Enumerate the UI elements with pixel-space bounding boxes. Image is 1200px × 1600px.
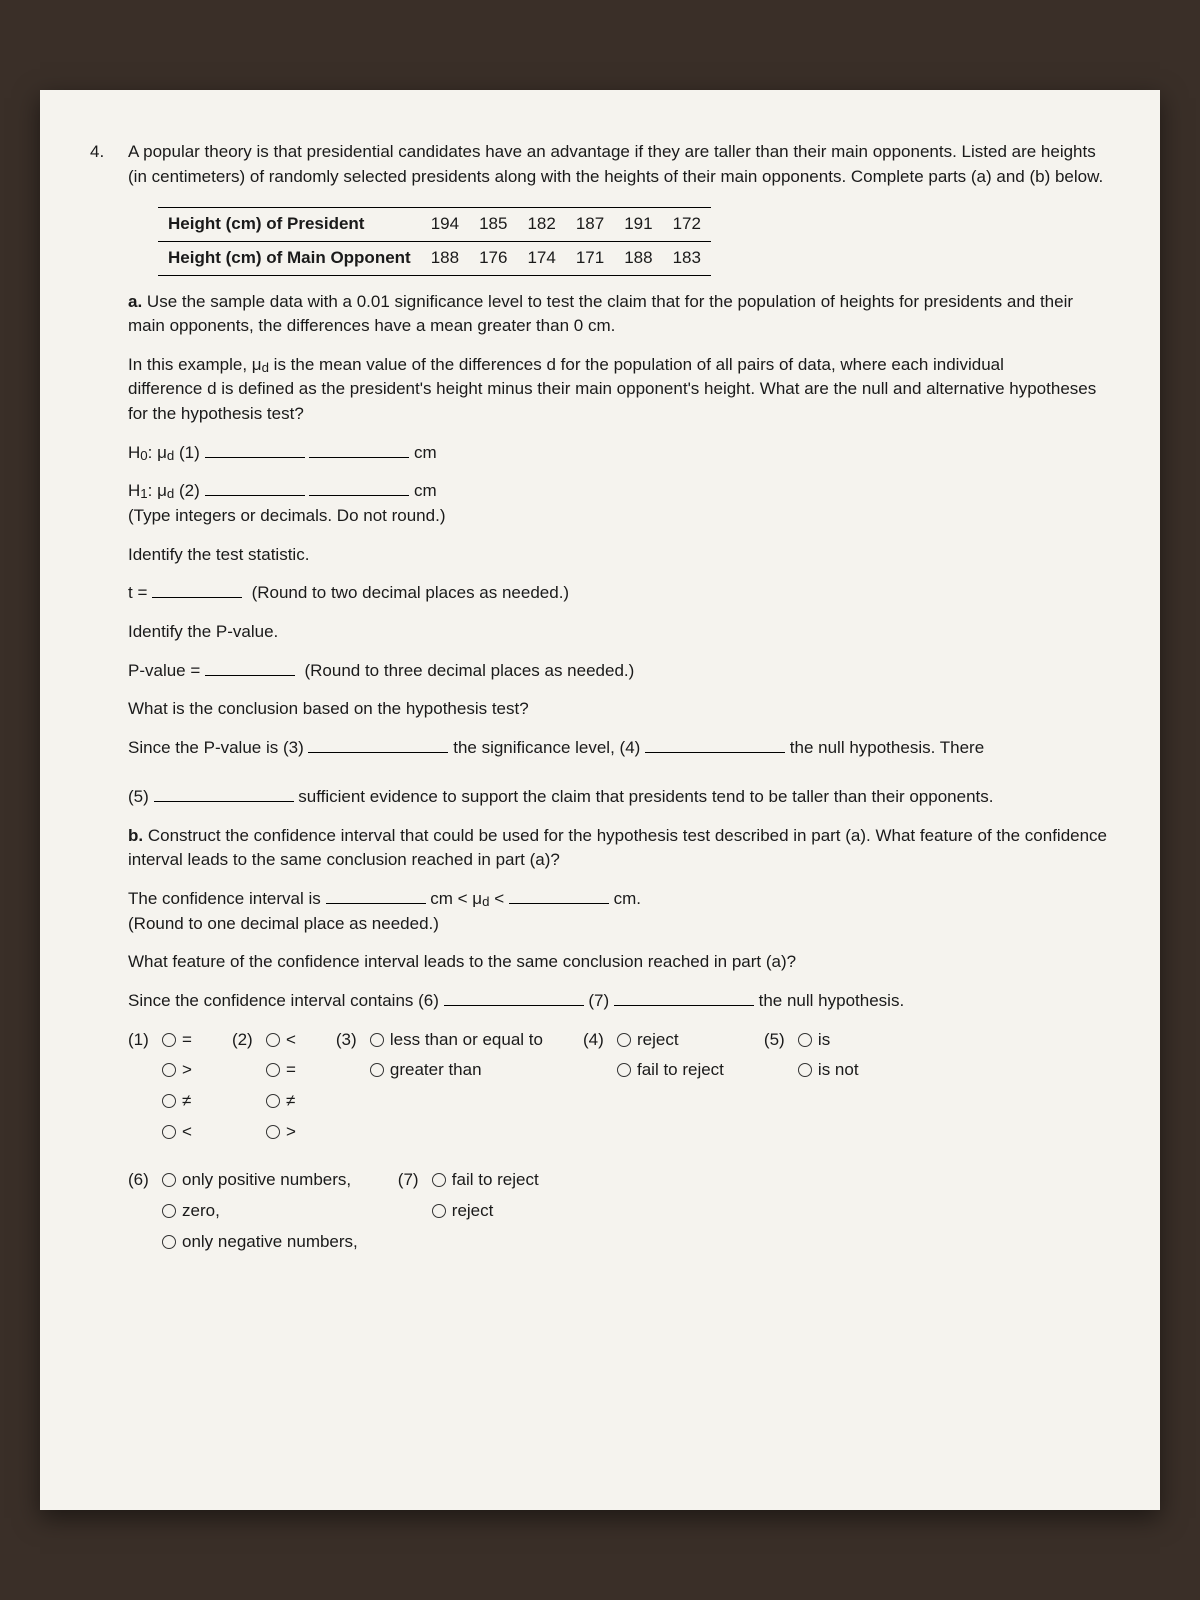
row2-label: Height (cm) of Main Opponent — [158, 241, 421, 275]
ci-line: The confidence interval is cm < μd < cm.… — [128, 887, 1110, 936]
blank-p[interactable] — [205, 659, 295, 676]
opt-group-2: (2)< = ≠ > — [232, 1028, 296, 1145]
radio-icon[interactable] — [798, 1063, 812, 1077]
opt-group-6: (6)only positive numbers, zero, only neg… — [128, 1168, 358, 1254]
blank-7[interactable] — [614, 989, 754, 1006]
option-row-1: (1)= > ≠ < (2)< = ≠ > (3)less than or eq… — [128, 1028, 1110, 1145]
radio-icon[interactable] — [370, 1063, 384, 1077]
radio-icon[interactable] — [162, 1033, 176, 1047]
opt-group-1: (1)= > ≠ < — [128, 1028, 192, 1145]
radio-icon[interactable] — [162, 1173, 176, 1187]
radio-icon[interactable] — [162, 1063, 176, 1077]
radio-icon[interactable] — [162, 1125, 176, 1139]
blank-3[interactable] — [308, 736, 448, 753]
question-number: 4. — [90, 140, 116, 1254]
radio-icon[interactable] — [266, 1125, 280, 1139]
feature-q: What feature of the confidence interval … — [128, 950, 1110, 975]
blank-h1-val[interactable] — [309, 479, 409, 496]
blank-h0-op[interactable] — [205, 441, 305, 458]
identify-stat: Identify the test statistic. — [128, 543, 1110, 568]
radio-icon[interactable] — [162, 1235, 176, 1249]
blank-t[interactable] — [152, 581, 242, 598]
radio-icon[interactable] — [266, 1033, 280, 1047]
opt-group-3: (3)less than or equal to greater than — [336, 1028, 543, 1083]
row1-label: Height (cm) of President — [158, 208, 421, 242]
blank-ci-high[interactable] — [509, 887, 609, 904]
radio-icon[interactable] — [798, 1033, 812, 1047]
radio-icon[interactable] — [432, 1204, 446, 1218]
worksheet-page: 4. A popular theory is that presidential… — [40, 90, 1160, 1510]
blank-4[interactable] — [645, 736, 785, 753]
radio-icon[interactable] — [162, 1204, 176, 1218]
conclusion-sentence: Since the P-value is (3) the significanc… — [128, 736, 1110, 810]
opt-group-5: (5)is is not — [764, 1028, 859, 1083]
blank-h1-op[interactable] — [205, 479, 305, 496]
h0-line: H0: μd (1) cm — [128, 441, 1110, 466]
opt-group-4: (4)reject fail to reject — [583, 1028, 724, 1083]
p-line: P-value = (Round to three decimal places… — [128, 659, 1110, 684]
conclusion-q: What is the conclusion based on the hypo… — [128, 697, 1110, 722]
part-b-prompt: b. Construct the confidence interval tha… — [128, 824, 1110, 873]
identify-p: Identify the P-value. — [128, 620, 1110, 645]
intro-text: A popular theory is that presidential ca… — [128, 140, 1110, 189]
radio-icon[interactable] — [266, 1063, 280, 1077]
blank-ci-low[interactable] — [326, 887, 426, 904]
part-a-prompt: a. Use the sample data with a 0.01 signi… — [128, 290, 1110, 339]
blank-h0-val[interactable] — [309, 441, 409, 458]
radio-icon[interactable] — [162, 1094, 176, 1108]
t-line: t = (Round to two decimal places as need… — [128, 581, 1110, 606]
blank-6[interactable] — [444, 989, 584, 1006]
data-table: Height (cm) of President 194 185 182 187… — [158, 207, 711, 275]
ci-sentence: Since the confidence interval contains (… — [128, 989, 1110, 1014]
radio-icon[interactable] — [266, 1094, 280, 1108]
h1-line: H1: μd (2) cm — [128, 479, 1110, 504]
radio-icon[interactable] — [617, 1033, 631, 1047]
radio-icon[interactable] — [617, 1063, 631, 1077]
blank-5[interactable] — [154, 785, 294, 802]
opt-group-7: (7)fail to reject reject — [398, 1168, 539, 1223]
radio-icon[interactable] — [370, 1033, 384, 1047]
option-row-2: (6)only positive numbers, zero, only neg… — [128, 1168, 1110, 1254]
mu-explain: In this example, μd is the mean value of… — [128, 353, 1110, 427]
radio-icon[interactable] — [432, 1173, 446, 1187]
type-note: (Type integers or decimals. Do not round… — [128, 504, 1110, 529]
